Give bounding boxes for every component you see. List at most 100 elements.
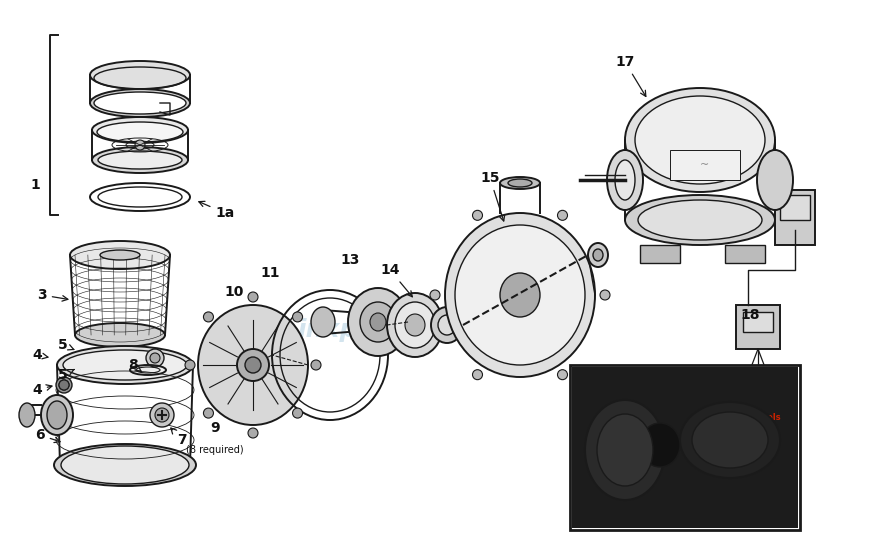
Ellipse shape xyxy=(92,117,188,143)
Text: 5: 5 xyxy=(58,338,74,352)
Circle shape xyxy=(135,140,145,150)
Ellipse shape xyxy=(499,273,539,317)
Ellipse shape xyxy=(310,307,335,337)
Circle shape xyxy=(292,408,303,418)
Circle shape xyxy=(56,377,72,393)
Bar xyxy=(569,365,799,530)
Ellipse shape xyxy=(624,88,774,192)
Ellipse shape xyxy=(431,307,462,343)
Text: 4: 4 xyxy=(32,383,52,397)
Bar xyxy=(774,190,814,245)
Circle shape xyxy=(430,290,439,300)
Circle shape xyxy=(59,380,69,390)
Text: 10: 10 xyxy=(224,285,244,299)
Ellipse shape xyxy=(98,151,182,169)
Ellipse shape xyxy=(19,403,35,427)
Text: 7: 7 xyxy=(171,428,187,447)
Ellipse shape xyxy=(638,200,761,240)
Circle shape xyxy=(599,290,610,300)
Circle shape xyxy=(245,357,260,373)
Text: 8: 8 xyxy=(128,358,141,372)
Text: inxpools.com: inxpools.com xyxy=(296,318,482,342)
Bar xyxy=(669,150,739,180)
Circle shape xyxy=(150,403,174,427)
Ellipse shape xyxy=(592,249,602,261)
Ellipse shape xyxy=(70,241,170,269)
Text: 15: 15 xyxy=(480,171,504,221)
Ellipse shape xyxy=(438,315,455,335)
Ellipse shape xyxy=(639,423,679,467)
Text: 18: 18 xyxy=(739,308,759,322)
Ellipse shape xyxy=(508,179,531,187)
Text: ~: ~ xyxy=(700,160,709,170)
Ellipse shape xyxy=(387,293,443,357)
Text: 1a: 1a xyxy=(198,201,234,220)
Ellipse shape xyxy=(404,314,424,336)
Ellipse shape xyxy=(588,243,607,267)
Text: inyopools: inyopools xyxy=(734,414,780,422)
Ellipse shape xyxy=(596,414,652,486)
Text: 1: 1 xyxy=(30,178,39,192)
Circle shape xyxy=(557,210,567,220)
Text: 5: 5 xyxy=(58,368,74,382)
Text: 11: 11 xyxy=(260,266,280,280)
Bar xyxy=(639,245,679,263)
Ellipse shape xyxy=(57,346,193,384)
Ellipse shape xyxy=(47,401,67,429)
Bar xyxy=(735,305,779,349)
Bar xyxy=(571,367,797,528)
Ellipse shape xyxy=(360,302,396,342)
Bar xyxy=(742,312,772,332)
Circle shape xyxy=(472,210,482,220)
Circle shape xyxy=(59,380,69,390)
Text: 13: 13 xyxy=(340,253,360,267)
Text: 9: 9 xyxy=(210,421,219,435)
Circle shape xyxy=(185,360,195,370)
Ellipse shape xyxy=(90,61,189,89)
Circle shape xyxy=(247,428,258,438)
Ellipse shape xyxy=(454,225,584,365)
Ellipse shape xyxy=(624,195,774,245)
Circle shape xyxy=(146,349,164,367)
Ellipse shape xyxy=(92,147,188,173)
Ellipse shape xyxy=(100,250,139,260)
Circle shape xyxy=(292,312,303,322)
Ellipse shape xyxy=(54,444,196,486)
Ellipse shape xyxy=(75,323,165,347)
Ellipse shape xyxy=(499,177,539,189)
Text: 3: 3 xyxy=(37,288,68,302)
Ellipse shape xyxy=(90,89,189,117)
Ellipse shape xyxy=(369,313,386,331)
Bar xyxy=(724,245,764,263)
Ellipse shape xyxy=(756,150,792,210)
Bar xyxy=(779,195,809,220)
Ellipse shape xyxy=(94,92,186,114)
Text: 4: 4 xyxy=(32,348,48,362)
Circle shape xyxy=(472,370,482,380)
Circle shape xyxy=(203,312,213,322)
Circle shape xyxy=(237,349,268,381)
Ellipse shape xyxy=(395,302,434,348)
Text: 14: 14 xyxy=(380,263,412,297)
Ellipse shape xyxy=(614,160,634,200)
Ellipse shape xyxy=(691,412,767,468)
Ellipse shape xyxy=(41,395,73,435)
Circle shape xyxy=(310,360,321,370)
Circle shape xyxy=(203,408,213,418)
Ellipse shape xyxy=(61,446,189,484)
Text: (8 required): (8 required) xyxy=(186,445,244,455)
Circle shape xyxy=(150,353,160,363)
Circle shape xyxy=(155,408,168,422)
Ellipse shape xyxy=(347,288,408,356)
Text: 17: 17 xyxy=(615,55,645,97)
Ellipse shape xyxy=(445,213,595,377)
Ellipse shape xyxy=(679,402,779,478)
Ellipse shape xyxy=(63,350,187,380)
Ellipse shape xyxy=(634,96,764,184)
Ellipse shape xyxy=(606,150,642,210)
Text: 6: 6 xyxy=(35,428,60,443)
Circle shape xyxy=(557,370,567,380)
Ellipse shape xyxy=(198,305,308,425)
Circle shape xyxy=(247,292,258,302)
Ellipse shape xyxy=(584,400,664,500)
